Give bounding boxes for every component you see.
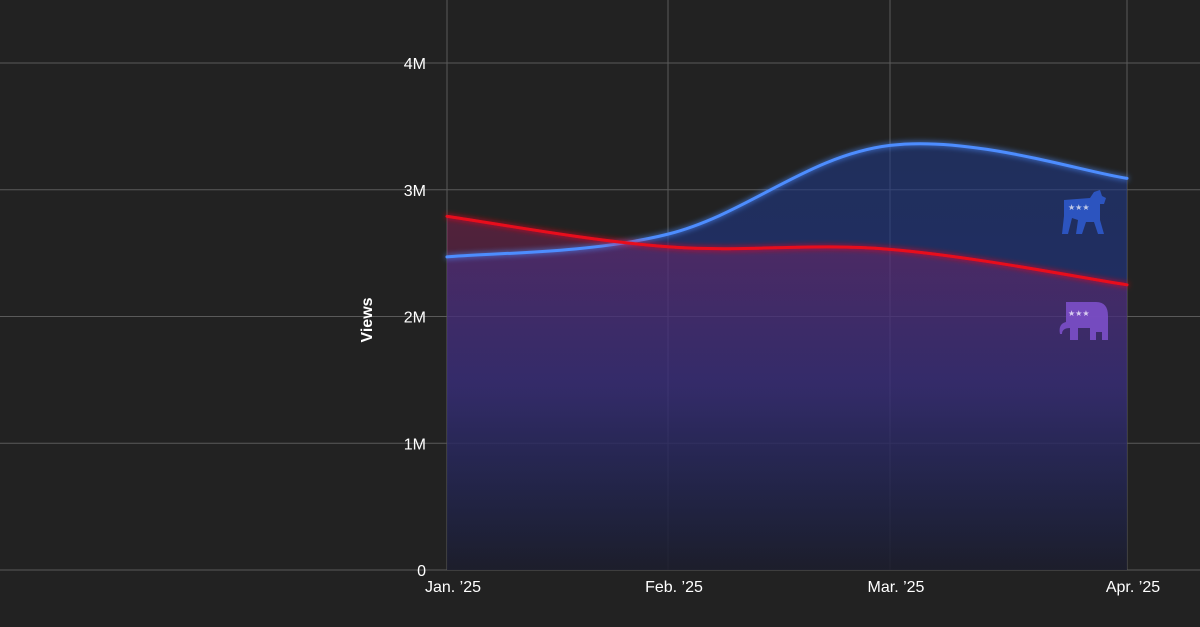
svg-text:★★★: ★★★ (1068, 203, 1090, 212)
svg-text:★★★: ★★★ (1068, 309, 1090, 318)
y-tick-label: 0 (417, 563, 426, 580)
y-tick-label: 1M (404, 436, 426, 453)
y-tick-label: 4M (404, 56, 426, 73)
x-tick-label: Apr. ’25 (1106, 579, 1160, 596)
republican-elephant-icon: ★★★ (1059, 302, 1108, 340)
series-areas (447, 143, 1127, 570)
series-line (445, 142, 1129, 259)
y-axis-ticks: 0 1M 2M 3M 4M (404, 56, 426, 580)
y-tick-label: 2M (404, 310, 426, 327)
series-lines (445, 142, 1129, 287)
y-tick-label: 3M (404, 183, 426, 200)
x-tick-label: Feb. ’25 (645, 579, 703, 596)
x-tick-label: Jan. ’25 (425, 579, 481, 596)
series-area (447, 216, 1127, 570)
y-axis-title: Views (359, 297, 376, 342)
democrat-donkey-icon: ★★★ (1062, 190, 1106, 234)
x-tick-label: Mar. ’25 (868, 579, 925, 596)
series-line (445, 214, 1129, 287)
x-axis-ticks: Jan. ’25 Feb. ’25 Mar. ’25 Apr. ’25 (425, 579, 1160, 596)
